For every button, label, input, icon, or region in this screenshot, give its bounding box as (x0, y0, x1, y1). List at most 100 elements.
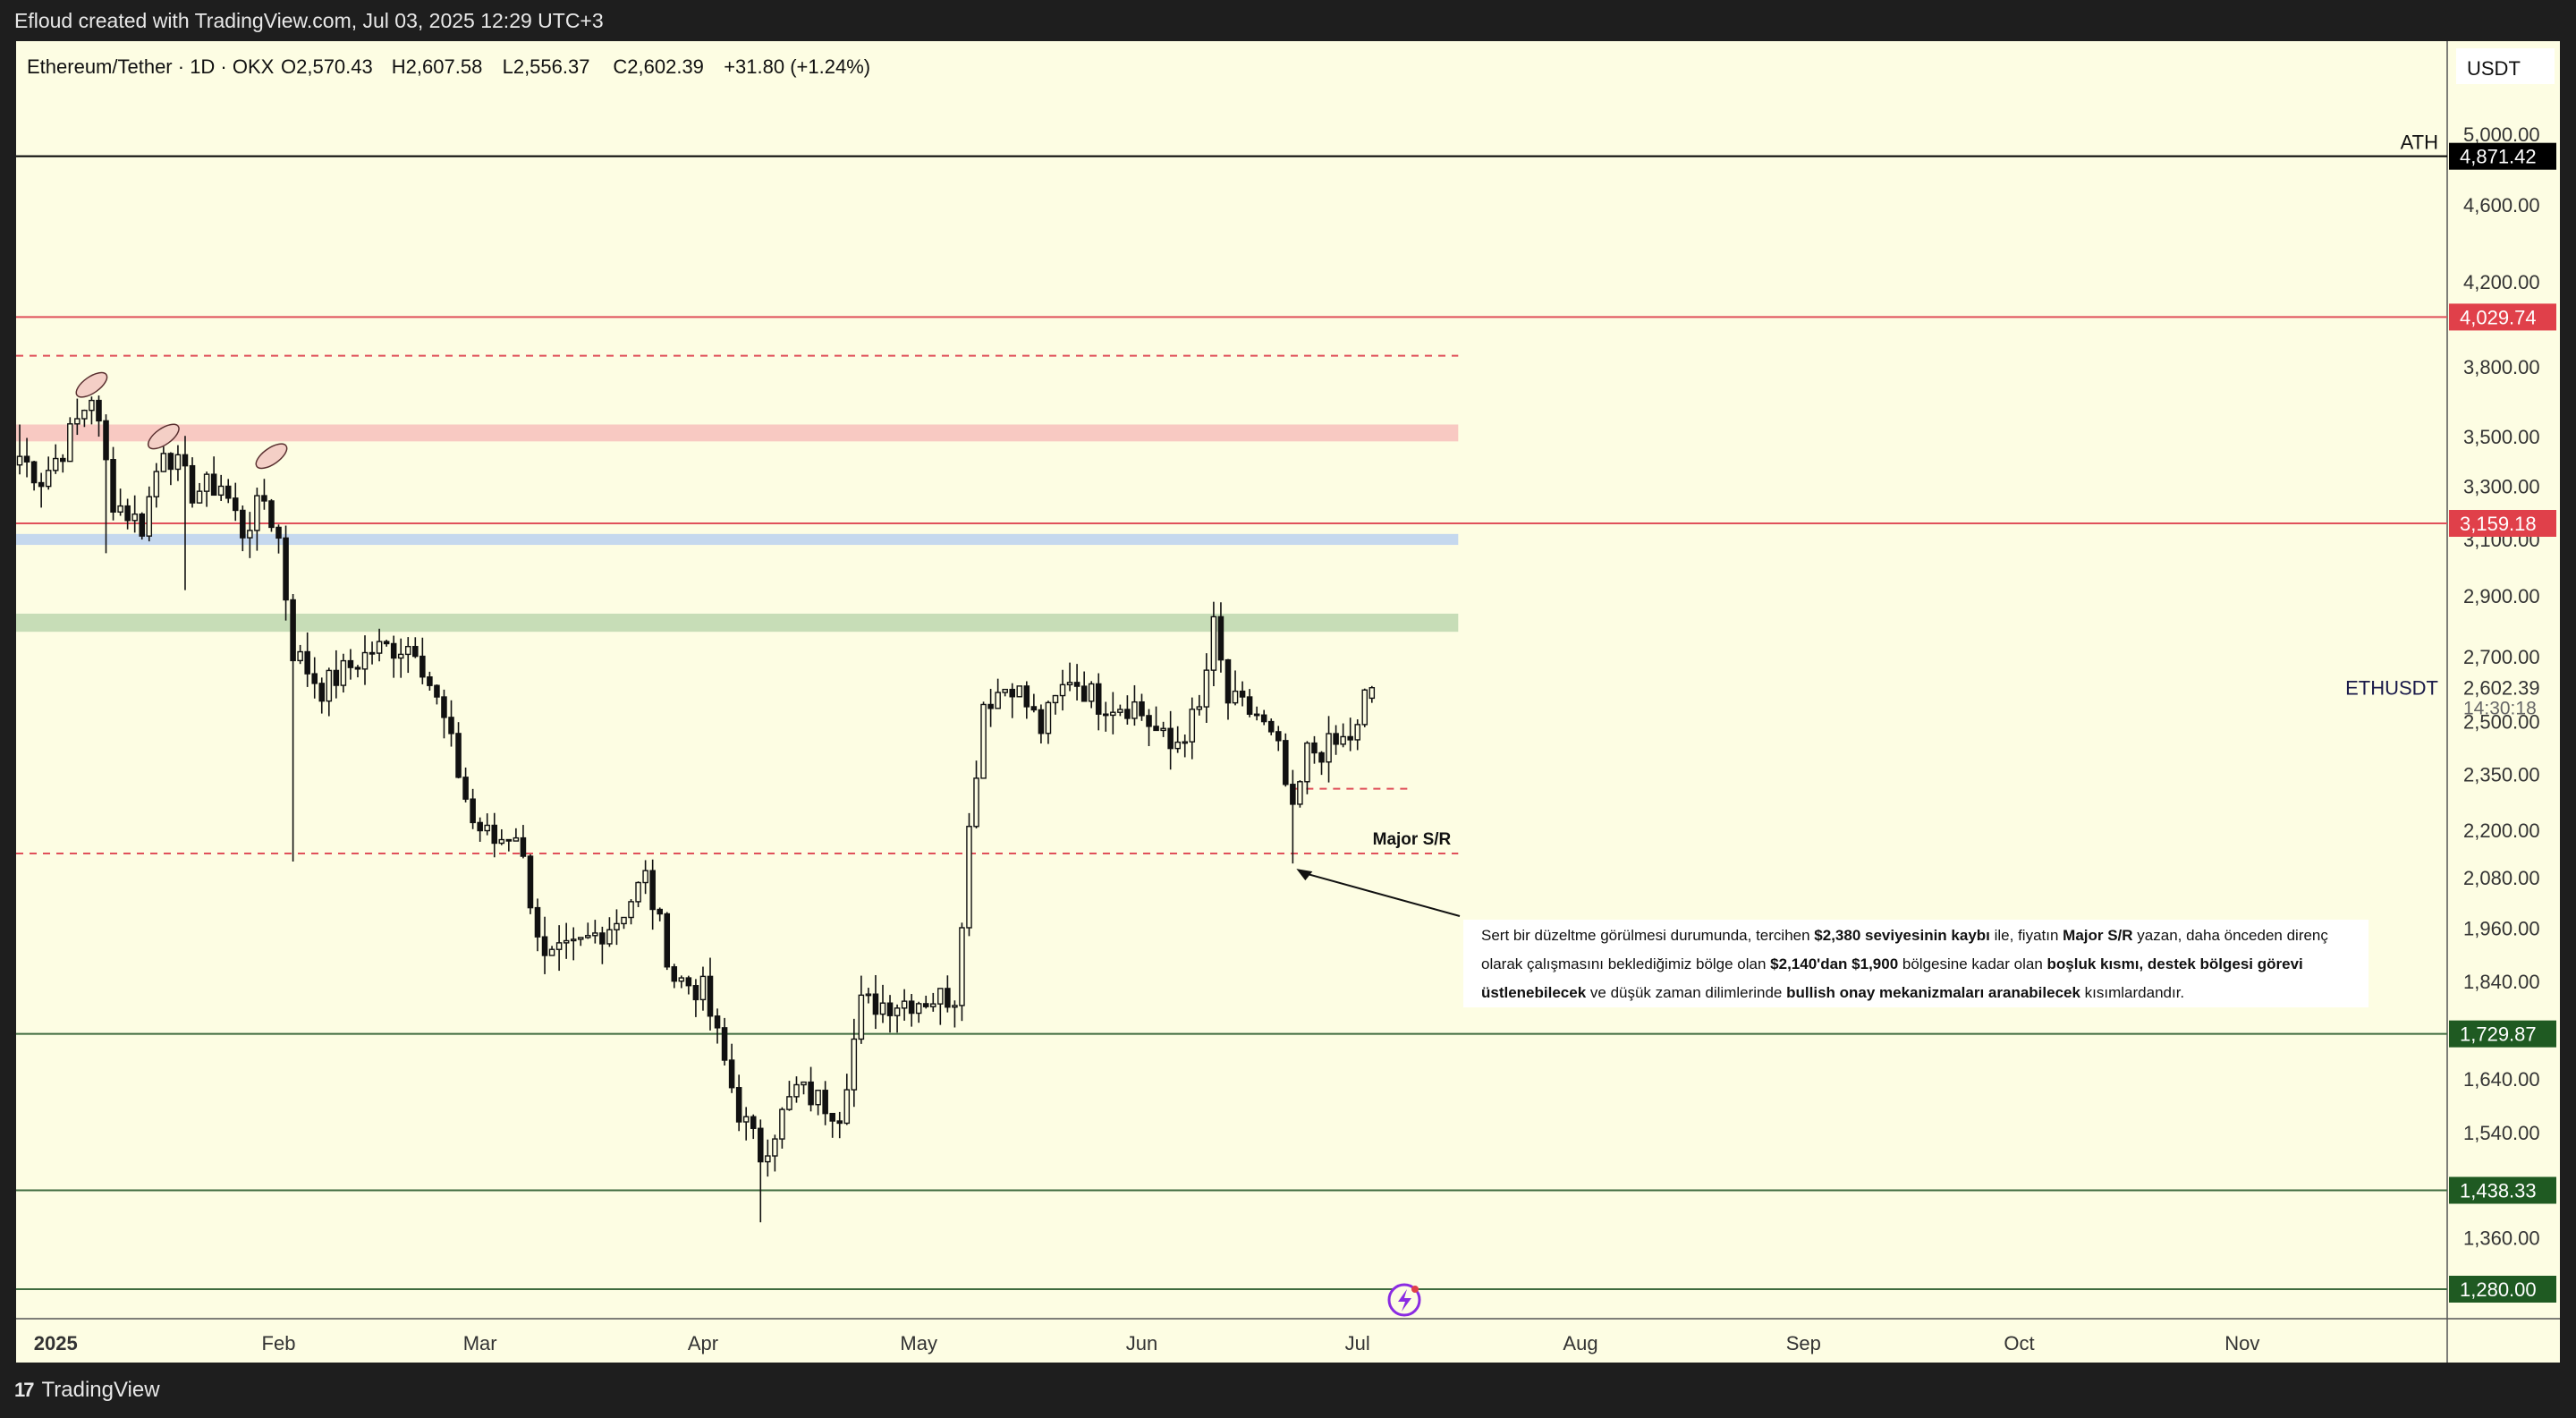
candle-down (240, 509, 246, 539)
candle-down (599, 932, 606, 945)
chart-title: Ethereum/Tether · 1D · OKX (27, 55, 275, 78)
y-tick-label: 1,840.00 (2463, 971, 2540, 993)
candle-up (577, 937, 584, 940)
y-tick-label: 1,640.00 (2463, 1068, 2540, 1091)
candle-down (369, 651, 376, 655)
y-tick-label: 2,200.00 (2463, 819, 2540, 842)
peak-highlight (255, 443, 288, 470)
note-fragment: Major S/R (2063, 927, 2133, 944)
candle-down (735, 1087, 742, 1123)
candle-up (815, 1090, 821, 1106)
candle-down (139, 513, 145, 537)
note-fragment: bölgesine kadar olan (1898, 955, 2047, 972)
candle-down (1167, 727, 1174, 750)
candle-up (894, 1007, 901, 1016)
candle-up (858, 994, 865, 1040)
x-tick-label: Mar (463, 1332, 497, 1354)
candle-down (419, 655, 426, 678)
price-label: 4,029.74 (2460, 306, 2537, 328)
candle-up (498, 838, 505, 845)
candle-up (1174, 741, 1181, 750)
price-label: 1,280.00 (2460, 1278, 2537, 1301)
candle-up (786, 1096, 792, 1110)
candle-down (167, 453, 174, 471)
candle-up (865, 993, 872, 997)
candle-down (1139, 701, 1145, 717)
candle-down (470, 798, 476, 824)
candle-up (1304, 742, 1310, 783)
candle-down (283, 537, 289, 601)
candle-down (1267, 720, 1275, 733)
currency-selector[interactable]: USDT (2467, 57, 2521, 80)
tradingview-logo[interactable]: 17 TradingView (14, 1378, 160, 1403)
candle-up (585, 935, 591, 938)
major-sr-label: Major S/R (1373, 830, 1452, 849)
price-chart[interactable]: Major S/R ATH ETHUSDT 5,000.00 4,600.00 4,200… (16, 41, 2560, 1363)
y-tick-label: 3,800.00 (2463, 356, 2540, 378)
candle-up (980, 703, 987, 779)
ohlc-value: H2,607.58 (392, 55, 483, 78)
y-tick-label: 1,360.00 (2463, 1227, 2540, 1250)
zone-red (16, 424, 1459, 442)
y-tick-label: 4,200.00 (2463, 271, 2540, 293)
y-tick-label: 1,540.00 (2463, 1122, 2540, 1144)
candle-down (692, 985, 699, 1001)
candle-up (1002, 688, 1008, 693)
x-tick-label: May (900, 1332, 937, 1354)
candle-down (59, 457, 66, 463)
candle-down (434, 684, 440, 698)
candle-up (563, 939, 570, 944)
candle-down (1318, 751, 1325, 763)
candle-up (592, 932, 598, 937)
price-label: 4,871.42 (2460, 146, 2537, 168)
candle-down (210, 473, 217, 497)
candle-down (808, 1081, 814, 1106)
candle-up (973, 777, 979, 828)
notification-dot (1411, 1286, 1419, 1293)
candle-up (628, 901, 634, 919)
candle-up (843, 1089, 851, 1125)
y-tick-label: 3,300.00 (2463, 476, 2540, 498)
attribution-banner: Efloud created with TradingView.com, Jul… (0, 0, 2576, 41)
price-label-box (2449, 142, 2556, 170)
candle-up (678, 977, 685, 982)
note-fragment: ve düşük zaman dilimlerinde (1586, 984, 1787, 1001)
candle-down (1023, 685, 1030, 708)
bar-countdown: 14:30:18 (2463, 699, 2537, 719)
y-tick-label: 3,500.00 (2463, 426, 2540, 448)
candle-down (311, 673, 318, 684)
footer-bar: 17 TradingView (0, 1363, 2576, 1418)
candle-down (333, 669, 340, 686)
candle-down (491, 824, 498, 845)
candle-down (448, 717, 454, 734)
candle-up (606, 929, 613, 945)
peak-highlight (75, 371, 108, 398)
candle-up (196, 490, 203, 504)
candle-down (1095, 683, 1102, 715)
candle-down (110, 459, 116, 513)
candle-up (1232, 690, 1239, 704)
candle-down (1260, 714, 1267, 723)
candle-up (930, 1003, 936, 1007)
candle-down (758, 1127, 764, 1163)
candle-down (1217, 616, 1224, 661)
candle-up (74, 418, 80, 425)
candle-up (247, 530, 253, 539)
candle-up (1189, 709, 1196, 743)
candle-down (427, 676, 433, 686)
candle-down (1283, 740, 1289, 785)
candle-down (38, 481, 45, 488)
candle-down (455, 733, 462, 778)
note-fragment: $2,140'dan $1,900 (1770, 955, 1899, 972)
candle-up (1016, 685, 1023, 698)
candle-down (836, 1120, 843, 1125)
candle-up (1045, 701, 1052, 734)
candle-up (376, 641, 383, 654)
candle-down (1333, 733, 1339, 745)
candle-down (189, 464, 196, 504)
chart-frame[interactable]: Major S/R ATH ETHUSDT 5,000.00 4,600.00 4,200… (16, 41, 2560, 1363)
candle-down (1224, 658, 1232, 704)
candle-up (765, 1155, 771, 1163)
candle-down (664, 913, 671, 968)
candle-down (520, 836, 527, 857)
